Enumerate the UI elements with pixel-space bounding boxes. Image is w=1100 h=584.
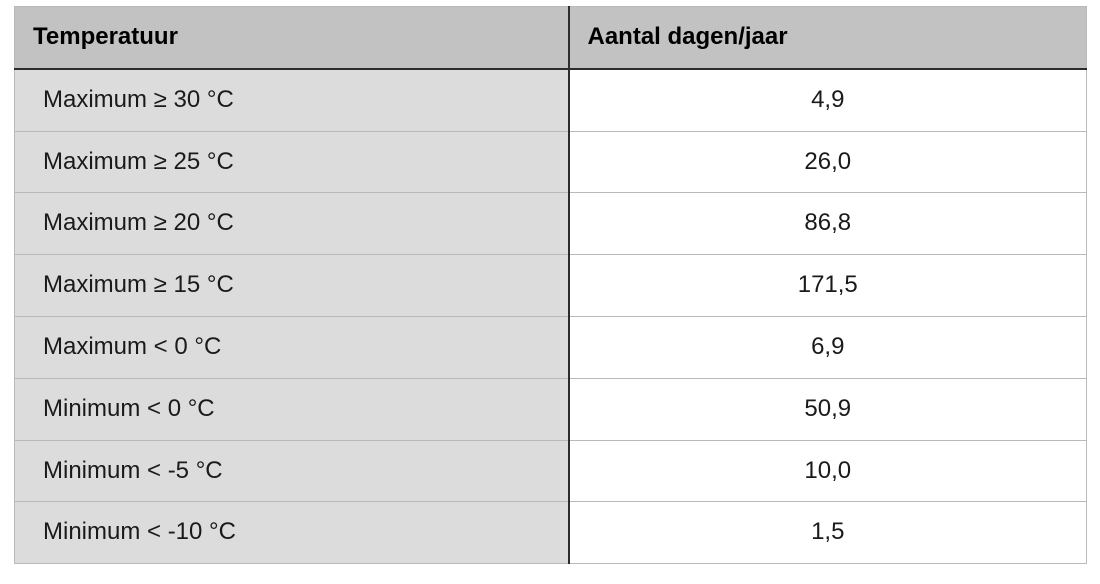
table-row: Maximum ≥ 20 °C 86,8 [15, 193, 1087, 255]
table-row: Maximum ≥ 15 °C 171,5 [15, 255, 1087, 317]
cell-label: Maximum < 0 °C [15, 316, 569, 378]
table-row: Minimum < -10 °C 1,5 [15, 502, 1087, 564]
cell-value: 171,5 [569, 255, 1087, 317]
cell-label: Maximum ≥ 20 °C [15, 193, 569, 255]
temperature-days-table: Temperatuur Aantal dagen/jaar Maximum ≥ … [14, 6, 1087, 564]
table-row: Maximum ≥ 30 °C 4,9 [15, 69, 1087, 131]
cell-value: 86,8 [569, 193, 1087, 255]
table-row: Minimum < -5 °C 10,0 [15, 440, 1087, 502]
cell-value: 6,9 [569, 316, 1087, 378]
table-row: Maximum < 0 °C 6,9 [15, 316, 1087, 378]
cell-label: Minimum < 0 °C [15, 378, 569, 440]
table-header-aantal-dagen: Aantal dagen/jaar [569, 7, 1087, 69]
cell-label: Maximum ≥ 30 °C [15, 69, 569, 131]
cell-value: 10,0 [569, 440, 1087, 502]
table-container: Temperatuur Aantal dagen/jaar Maximum ≥ … [0, 0, 1100, 570]
table-row: Maximum ≥ 25 °C 26,0 [15, 131, 1087, 193]
table-header-row: Temperatuur Aantal dagen/jaar [15, 7, 1087, 69]
cell-value: 50,9 [569, 378, 1087, 440]
cell-value: 1,5 [569, 502, 1087, 564]
cell-label: Maximum ≥ 25 °C [15, 131, 569, 193]
cell-label: Minimum < -5 °C [15, 440, 569, 502]
table-row: Minimum < 0 °C 50,9 [15, 378, 1087, 440]
cell-value: 26,0 [569, 131, 1087, 193]
cell-label: Maximum ≥ 15 °C [15, 255, 569, 317]
table-header-temperatuur: Temperatuur [15, 7, 569, 69]
cell-label: Minimum < -10 °C [15, 502, 569, 564]
cell-value: 4,9 [569, 69, 1087, 131]
